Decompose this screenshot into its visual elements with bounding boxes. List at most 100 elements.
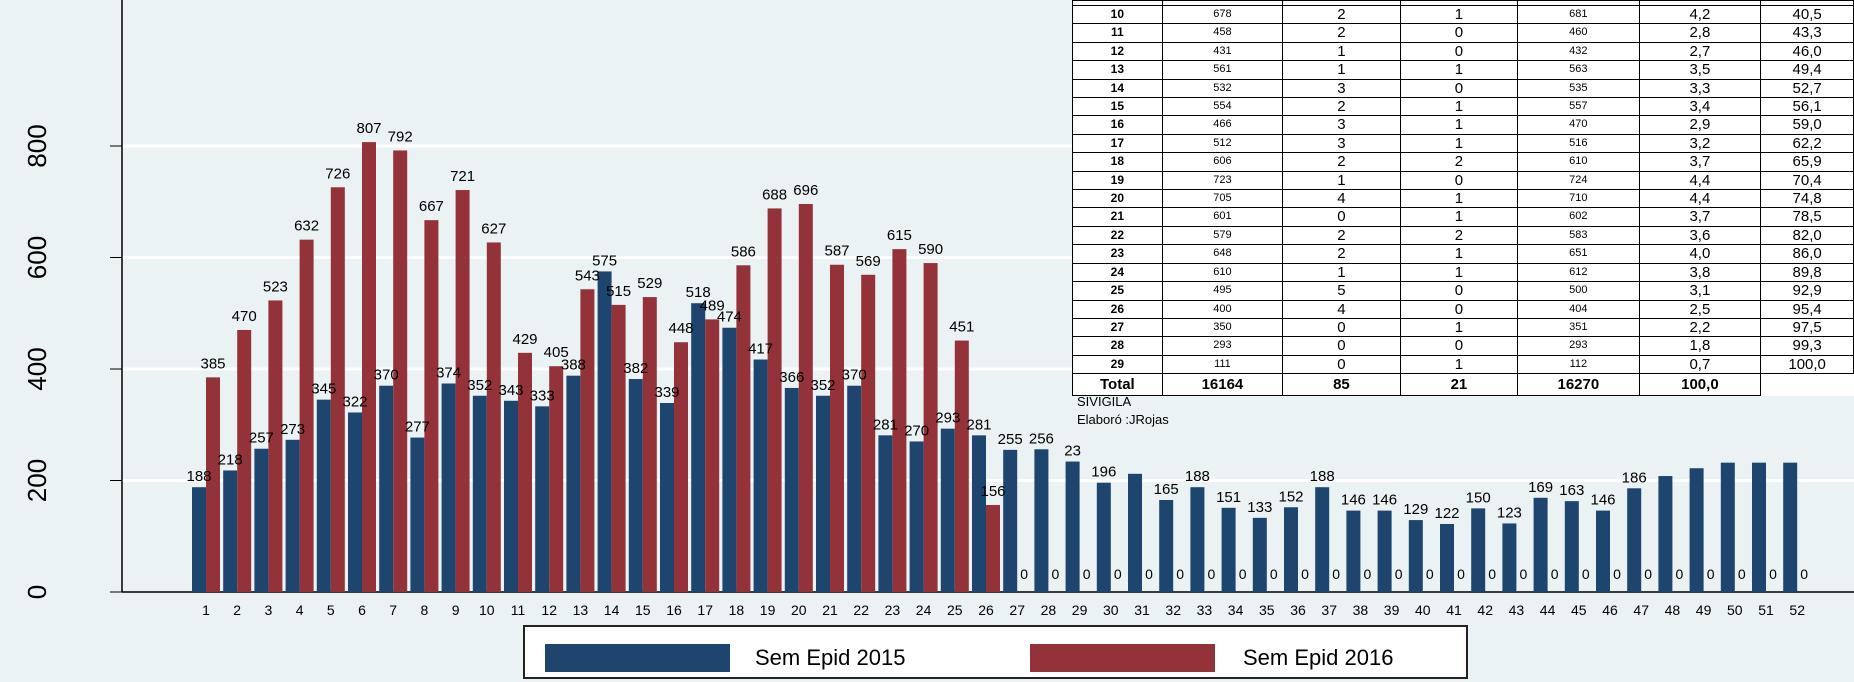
y-tick-label: 400 — [22, 347, 52, 390]
count-cell: 2 — [1282, 97, 1401, 117]
table-row: 22 579 2 2 583 3,6 82,0 — [1072, 225, 1854, 246]
count-cell: 466 — [1161, 115, 1284, 135]
y-tick-label: 800 — [22, 124, 52, 167]
bar-2016 — [611, 304, 626, 592]
bar-2015 — [223, 470, 238, 592]
data-label-2016: 569 — [856, 253, 881, 270]
data-label-2015: 343 — [498, 382, 523, 399]
count-cell: 1 — [1399, 189, 1519, 209]
data-label-2015: 388 — [561, 357, 586, 374]
bar-2015 — [1096, 482, 1111, 592]
bar-2016 — [299, 239, 314, 592]
legend-label-2015: Sem Epid 2015 — [755, 645, 906, 670]
week-cell: 10 — [1072, 4, 1163, 25]
data-label-2015: 281 — [966, 416, 991, 433]
data-label-2015: 281 — [873, 416, 898, 433]
count-cell: 610 — [1161, 262, 1284, 283]
legend-swatch-2015 — [545, 644, 730, 672]
x-tick-label: 30 — [1103, 602, 1119, 618]
bar-2016 — [206, 377, 220, 592]
total-cell: 404 — [1517, 299, 1640, 319]
cumulative-cell: 70,4 — [1760, 170, 1854, 191]
count-cell: 2 — [1282, 152, 1401, 172]
data-label-2016: 0 — [1332, 566, 1340, 582]
percent-cell: 3,5 — [1638, 60, 1762, 80]
bar-2015 — [1159, 500, 1174, 592]
x-tick-label: 50 — [1727, 602, 1743, 618]
data-label-2016: 696 — [793, 182, 818, 199]
table-row: 16 466 3 1 470 2,9 59,0 — [1072, 115, 1854, 135]
x-tick-label: 36 — [1290, 602, 1306, 618]
data-label-2016: 0 — [1114, 566, 1122, 582]
bar-2015 — [972, 435, 986, 592]
data-label-2015: 146 — [1590, 492, 1615, 509]
x-tick-label: 42 — [1477, 602, 1493, 618]
x-tick-label: 10 — [479, 602, 495, 618]
percent-cell: 1,8 — [1638, 336, 1762, 356]
data-label-2016: 543 — [575, 267, 600, 284]
week-cell: 28 — [1072, 336, 1163, 356]
data-label-2015: 256 — [1029, 430, 1054, 447]
week-cell: 17 — [1072, 133, 1163, 154]
bar-2015 — [722, 327, 737, 592]
week-cell: 20 — [1072, 189, 1163, 209]
total-cell: 516 — [1517, 133, 1640, 154]
data-label-2016: 0 — [1083, 566, 1091, 582]
data-label-2016: 156 — [980, 483, 1005, 500]
cumulative-cell: 49,4 — [1760, 60, 1854, 80]
cumulative-cell: 78,5 — [1760, 207, 1854, 227]
count-cell: 678 — [1161, 4, 1284, 25]
data-label-2015: 122 — [1434, 505, 1459, 522]
bar-2015 — [379, 385, 394, 592]
data-label-2016: 587 — [824, 243, 849, 260]
data-label-2016: 0 — [1270, 566, 1278, 582]
data-label-2015: 352 — [467, 377, 492, 394]
data-label-2016: 529 — [637, 275, 662, 292]
count-cell: 1 — [1399, 317, 1519, 338]
x-tick-label: 31 — [1134, 602, 1150, 618]
x-tick-label: 27 — [1009, 602, 1025, 618]
count-cell: 1 — [1399, 244, 1519, 264]
table-row: 14 532 3 0 535 3,3 52,7 — [1072, 78, 1854, 99]
data-label-2016: 489 — [700, 297, 725, 314]
bar-2015 — [1533, 497, 1548, 592]
count-cell: 2 — [1399, 225, 1519, 246]
count-cell: 1 — [1399, 207, 1519, 227]
bar-2015 — [1783, 462, 1798, 592]
bar-2015 — [940, 428, 955, 592]
data-label-2016: 0 — [1395, 566, 1403, 582]
table-row: 13 561 1 1 563 3,5 49,4 — [1072, 60, 1854, 80]
percent-cell: 2,7 — [1638, 41, 1762, 62]
table-row: 28 293 0 0 293 1,8 99,3 — [1072, 336, 1854, 356]
count-cell: 601 — [1161, 207, 1284, 227]
count-cell: 723 — [1161, 170, 1284, 191]
table-row: 19 723 1 0 724 4,4 70,4 — [1072, 170, 1854, 191]
cumulative-cell: 100,0 — [1760, 354, 1854, 375]
data-label-2016: 615 — [887, 227, 912, 244]
x-tick-labels: 1 2 3 4 5 6 7 8 9 10 11 12 13 14 15 16 17 18 19 20 21 22 23 24 2… — [202, 602, 1805, 618]
bar-2015 — [1689, 468, 1704, 592]
total-cell: 710 — [1517, 189, 1640, 209]
data-label-2016: 0 — [1707, 566, 1715, 582]
data-label-2016: 0 — [1426, 566, 1434, 582]
table-row: 17 512 3 1 516 3,2 62,2 — [1072, 133, 1854, 154]
data-label-2016: 792 — [388, 128, 413, 145]
data-label-2016: 385 — [200, 355, 225, 372]
count-cell: 0 — [1282, 207, 1401, 227]
data-label-2015: 146 — [1341, 492, 1366, 509]
count-cell: 1 — [1282, 60, 1401, 80]
bar-2015 — [1720, 462, 1735, 592]
x-tick-label: 43 — [1509, 602, 1525, 618]
table-row: 23 648 2 1 651 4,0 86,0 — [1072, 244, 1854, 264]
data-label-2015: 188 — [1310, 468, 1335, 485]
count-cell: 554 — [1161, 97, 1284, 117]
bar-2015 — [816, 395, 830, 592]
count-cell: 1 — [1399, 60, 1519, 80]
bar-2015 — [784, 387, 799, 592]
bar-2015 — [628, 379, 643, 592]
bar-2015 — [1752, 462, 1766, 592]
bar-2016 — [892, 249, 907, 592]
data-label-2016: 807 — [356, 120, 381, 137]
x-tick-label: 20 — [791, 602, 807, 618]
